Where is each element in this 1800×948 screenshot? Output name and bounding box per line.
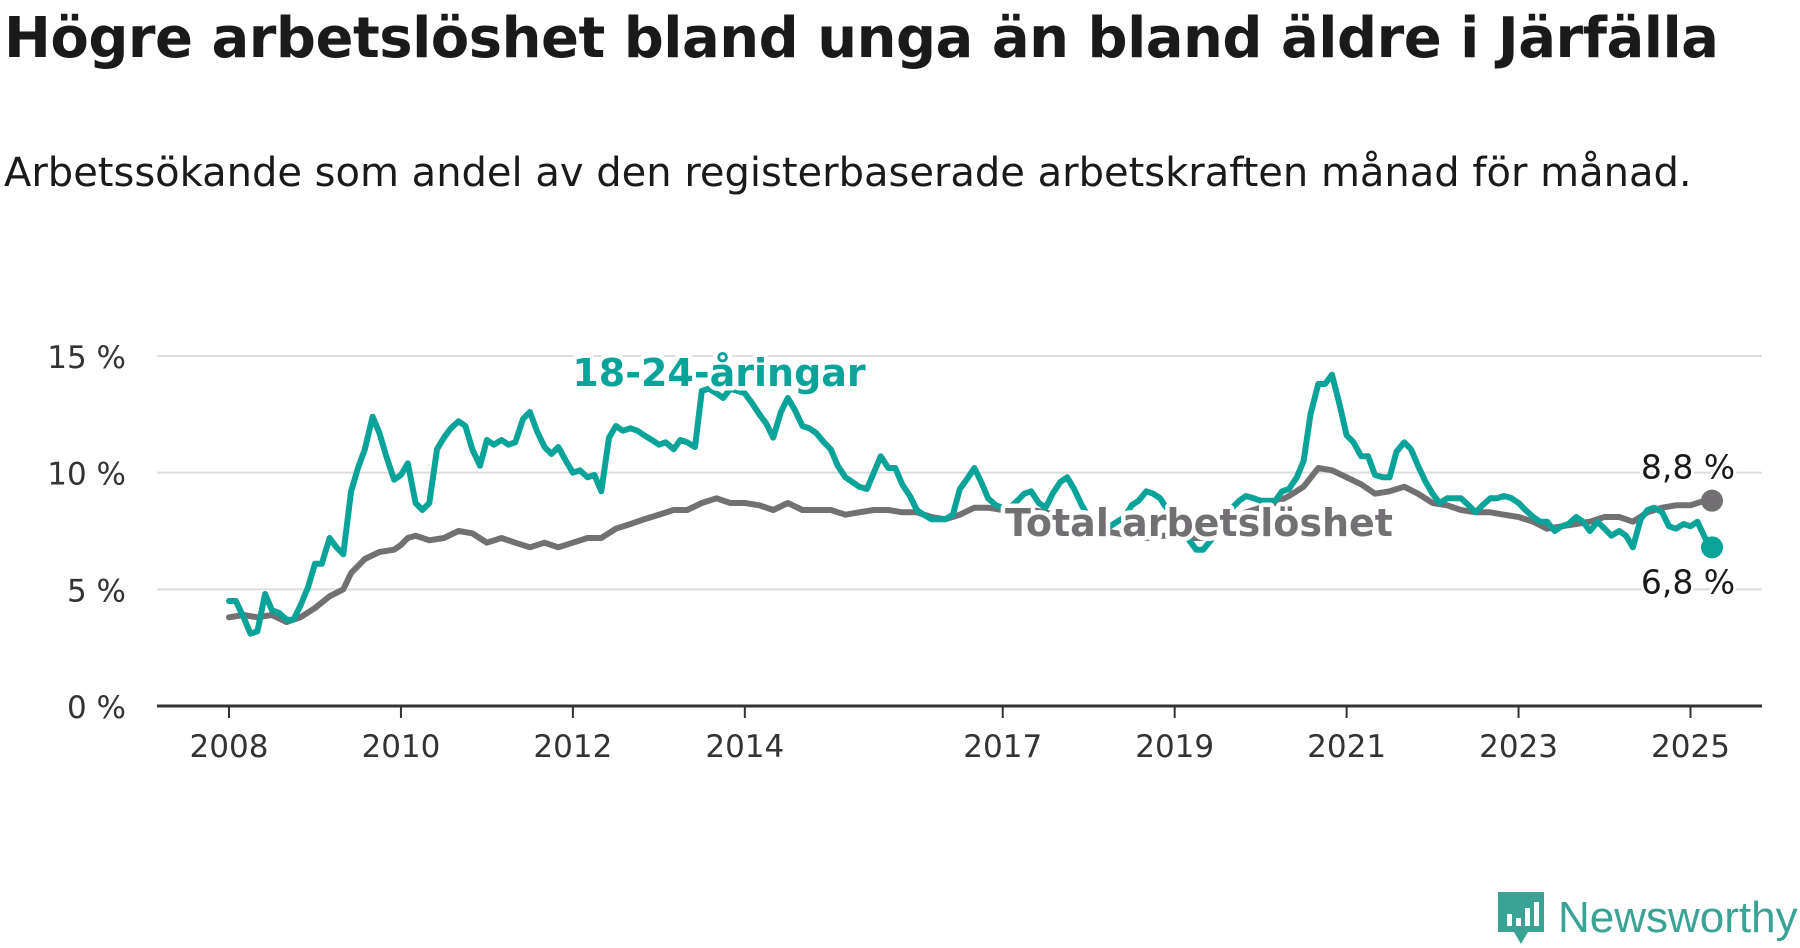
x-tick-label: 2019: [1135, 729, 1214, 765]
chart-subtitle: Arbetssökande som andel av den registerb…: [4, 150, 1692, 196]
bar-chart-logo-icon: [1498, 892, 1544, 944]
x-tick-label: 2014: [705, 729, 784, 765]
gridlines: [157, 355, 1762, 591]
newsworthy-logo: Newsworthy: [1494, 888, 1798, 948]
end-dot-total: [1701, 489, 1723, 512]
x-tick-label: 2021: [1307, 729, 1386, 765]
series-label-total: Total arbetslöshet: [1005, 501, 1393, 545]
brand-name: Newsworthy: [1558, 893, 1798, 942]
x-tick-label: 2012: [533, 729, 612, 765]
x-tick-label: 2008: [190, 729, 269, 765]
series-labels: 18-24-åringar Total arbetslöshet 8,8 % 6,8 …: [568, 347, 1738, 605]
series-line-total: [226, 465, 1715, 625]
chart-title: Högre arbetslöshet bland unga än bland ä…: [4, 6, 1719, 71]
end-label-youth: 6,8 %: [1641, 562, 1735, 601]
x-tick-label: 2010: [361, 729, 440, 765]
x-tick-label: 2025: [1651, 729, 1730, 765]
y-tick-label: 0 %: [67, 690, 126, 726]
y-tick-label: 15 %: [47, 340, 126, 376]
x-tick-label: 2023: [1479, 729, 1558, 765]
x-tick-label: 2017: [963, 729, 1042, 765]
series-lines: [226, 371, 1723, 637]
series-label-youth: 18-24-åringar: [572, 351, 866, 395]
end-label-total: 8,8 %: [1641, 448, 1735, 487]
y-tick-label: 10 %: [47, 457, 126, 493]
y-tick-label: 5 %: [67, 573, 126, 609]
end-dot-youth: [1701, 536, 1723, 559]
series-line-youth: [226, 371, 1715, 637]
axes: 0 % 5 % 10 % 15 % 2008 2010 2012 2014 2017 2019 20…: [47, 340, 1762, 765]
